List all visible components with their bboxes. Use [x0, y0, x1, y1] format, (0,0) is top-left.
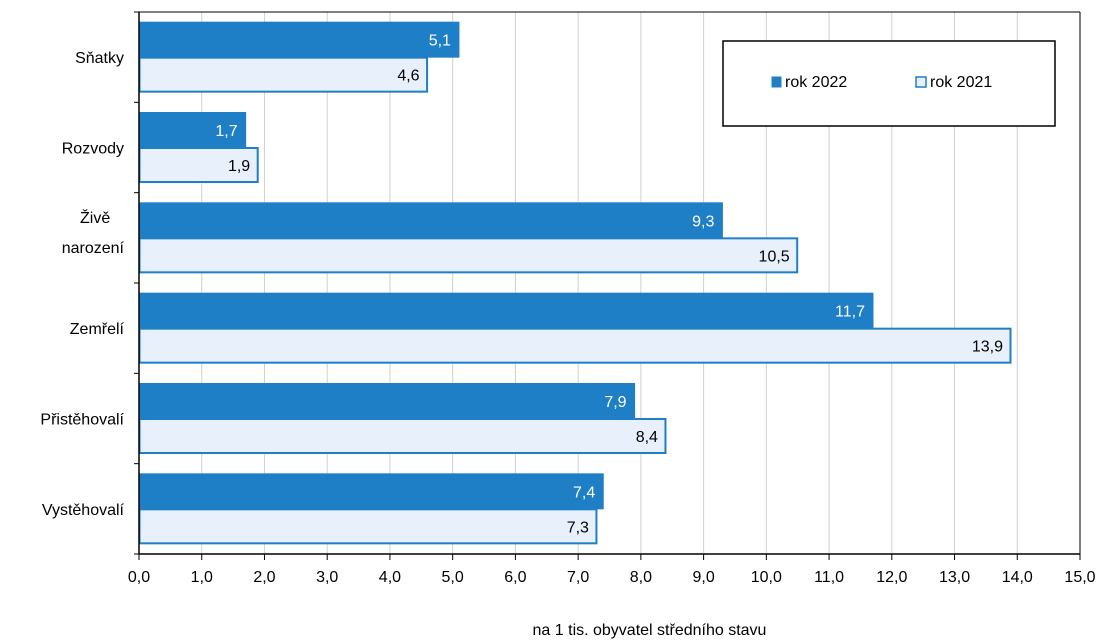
x-tick-label: 6,0	[504, 569, 526, 586]
x-tick-label: 3,0	[316, 569, 338, 586]
data-label-2021: 4,6	[397, 68, 419, 85]
x-tick-label: 9,0	[692, 569, 714, 586]
data-label-2022: 1,7	[215, 123, 237, 140]
category-label: Vystěhovalí	[42, 502, 125, 519]
x-tick-label: 0,0	[128, 569, 150, 586]
bar-2022	[138, 473, 604, 510]
x-axis-title: na 1 tis. obyvatel středního stavu	[533, 622, 767, 639]
data-label-2021: 10,5	[759, 248, 790, 265]
y-axis-category-labels: Sňatky Rozvody Živě narození Zemřelí Přistěho…	[40, 50, 124, 519]
x-tick-label: 1,0	[191, 569, 213, 586]
legend-swatch-2022	[771, 76, 782, 88]
x-tick-label: 10,0	[751, 569, 782, 586]
data-label-2022: 7,4	[573, 484, 595, 501]
bar-2021	[138, 147, 259, 183]
x-tick-label: 14,0	[1002, 569, 1033, 586]
x-tick-label: 5,0	[442, 569, 464, 586]
data-label-2021: 13,9	[972, 339, 1003, 356]
category-label: Rozvody	[62, 141, 124, 158]
bar-2021	[138, 418, 667, 454]
bar-2022	[138, 383, 636, 419]
data-label-2022: 7,9	[604, 394, 626, 411]
x-tick-label: 11,0	[814, 569, 844, 586]
category-label: Sňatky	[75, 50, 124, 67]
data-label-2021: 8,4	[636, 429, 658, 446]
bar-2022	[138, 292, 874, 329]
bar-2021	[138, 56, 429, 93]
x-tick-label: 12,0	[876, 569, 907, 586]
category-label-line: Živě	[80, 208, 110, 227]
bar-2021	[138, 237, 799, 274]
category-label-line: narození	[62, 240, 125, 257]
x-tick-label: 4,0	[379, 569, 401, 586]
legend-swatch-2021	[915, 76, 927, 88]
bar-2022	[138, 112, 247, 148]
legend-label-2021: rok 2021	[930, 74, 992, 91]
data-label-2022: 11,7	[835, 304, 865, 321]
data-label-2022: 9,3	[692, 213, 714, 230]
category-label: Zemřelí	[70, 321, 125, 338]
x-tick-label: 13,0	[939, 569, 970, 586]
x-tick-label: 2,0	[253, 569, 275, 586]
legend: rok 2022 rok 2021	[722, 40, 1056, 127]
bar-2022	[138, 202, 723, 239]
bar-2021	[138, 327, 1012, 364]
x-tick-label: 8,0	[630, 569, 652, 586]
category-label: Živě narození	[62, 208, 125, 257]
x-tick-label: 7,0	[567, 569, 589, 586]
bar-2022	[138, 21, 460, 58]
x-tick-label: 15,0	[1064, 569, 1095, 586]
category-label: Přistěhovalí	[40, 412, 124, 429]
data-label-2021: 7,3	[567, 519, 589, 536]
legend-label-2022: rok 2022	[785, 74, 847, 91]
data-label-2022: 5,1	[429, 33, 451, 50]
data-label-2021: 1,9	[228, 158, 250, 175]
x-axis-ticks: 0,0 1,0 2,0 3,0 4,0 5,0 6,0 7,0 8,0 9,0 10,0 11,0 12…	[128, 554, 1096, 586]
bar-2021	[138, 508, 598, 545]
data-labels: 5,1 4,6 1,7 1,9 9,3 10,5 11,7 13,9 7,9 8,4 7,4 7,3	[215, 33, 1003, 537]
